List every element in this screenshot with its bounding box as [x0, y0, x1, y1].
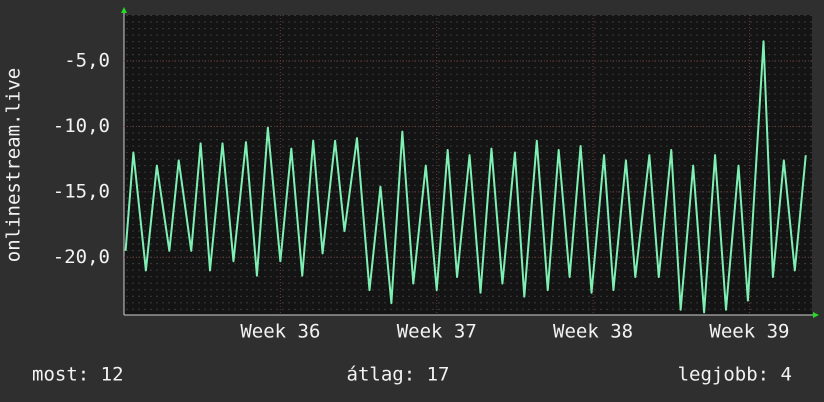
data-line: [124, 40, 807, 314]
x-tick-label: Week 36: [240, 321, 320, 343]
y-tick-label: -5,0: [64, 49, 110, 71]
footer-average: átlag: 17: [347, 364, 450, 386]
footer-best: legjobb: 4: [678, 364, 792, 386]
x-tick-label: Week 39: [709, 321, 789, 343]
y-tick-label: -20,0: [53, 246, 110, 268]
footer-current: most: 12: [32, 364, 124, 386]
y-tick-label: -15,0: [53, 180, 110, 202]
y-tick-label: -10,0: [53, 115, 110, 137]
axis-arrow: [121, 7, 127, 13]
axis-arrow: [813, 312, 819, 318]
x-tick-label: Week 37: [397, 321, 477, 343]
y-axis-label: onlinestream.live: [3, 68, 25, 262]
x-tick-label: Week 38: [553, 321, 633, 343]
